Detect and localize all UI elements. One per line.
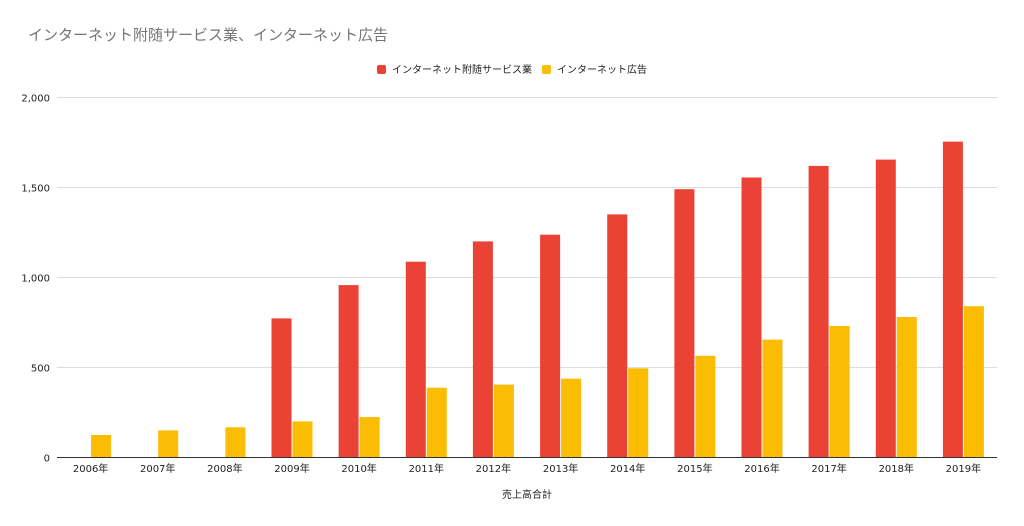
x-tick-label: 2007年 — [140, 462, 175, 475]
y-tick-label: 1,500 — [21, 184, 50, 195]
gridlines — [57, 97, 997, 368]
chart-title: インターネット附随サービス業、インターネット広告 — [28, 26, 388, 44]
bar-internet-services — [741, 177, 762, 457]
bar-internet-advertising — [359, 417, 380, 457]
x-axis-ticks: 2006年 2007年 2008年 2009年 2010年 2011年 2012年 2013年… — [73, 462, 981, 475]
bar-internet-advertising — [963, 306, 984, 457]
bar-internet-services — [607, 214, 628, 457]
bar-internet-advertising — [561, 378, 582, 457]
x-tick-label: 2018年 — [879, 462, 914, 475]
bar-internet-services — [271, 318, 292, 457]
x-axis-title: 売上高合計 — [502, 488, 552, 501]
x-tick-label: 2008年 — [207, 462, 242, 475]
bar-internet-services — [472, 241, 493, 457]
x-tick-label: 2015年 — [677, 462, 712, 475]
y-tick-label: 0 — [44, 454, 50, 465]
x-tick-label: 2006年 — [73, 462, 108, 475]
y-axis-ticks: 0 500 1,000 1,500 2,000 — [21, 94, 50, 465]
x-tick-label: 2017年 — [811, 462, 846, 475]
bar-internet-advertising — [225, 427, 246, 457]
bar-internet-services — [674, 189, 695, 457]
bar-internet-advertising — [493, 384, 514, 457]
legend-label-internet-services: インターネット附随サービス業 — [392, 63, 532, 76]
bar-internet-advertising — [896, 317, 917, 457]
bar-internet-advertising — [426, 387, 447, 457]
x-tick-label: 2011年 — [409, 462, 444, 475]
x-tick-label: 2014年 — [610, 462, 645, 475]
x-tick-label: 2019年 — [946, 462, 981, 475]
bar-internet-advertising — [829, 326, 850, 457]
bar-internet-services — [405, 261, 426, 457]
y-tick-label: 1,000 — [21, 274, 50, 285]
bar-internet-advertising — [91, 435, 112, 457]
bar-internet-advertising — [628, 368, 649, 457]
bar-internet-services — [338, 285, 359, 457]
bar-internet-services — [875, 159, 896, 457]
x-tick-label: 2012年 — [476, 462, 511, 475]
x-tick-label: 2010年 — [341, 462, 376, 475]
bar-internet-advertising — [762, 339, 783, 457]
bar-internet-services — [942, 141, 963, 457]
legend-label-internet-advertising: インターネット広告 — [557, 63, 647, 76]
x-tick-label: 2016年 — [744, 462, 779, 475]
x-tick-label: 2009年 — [274, 462, 309, 475]
legend: インターネット附随サービス業 インターネット広告 — [377, 63, 647, 76]
bar-internet-advertising — [695, 355, 716, 457]
bar-internet-services — [540, 234, 561, 457]
y-tick-label: 500 — [31, 364, 50, 375]
bar-internet-advertising — [292, 421, 313, 457]
bar-internet-advertising — [158, 430, 179, 457]
bar-internet-services — [808, 165, 829, 457]
legend-swatch-internet-advertising — [542, 65, 551, 74]
legend-swatch-internet-services — [377, 65, 386, 74]
bars — [91, 141, 984, 457]
x-tick-label: 2013年 — [543, 462, 578, 475]
y-tick-label: 2,000 — [21, 94, 50, 105]
